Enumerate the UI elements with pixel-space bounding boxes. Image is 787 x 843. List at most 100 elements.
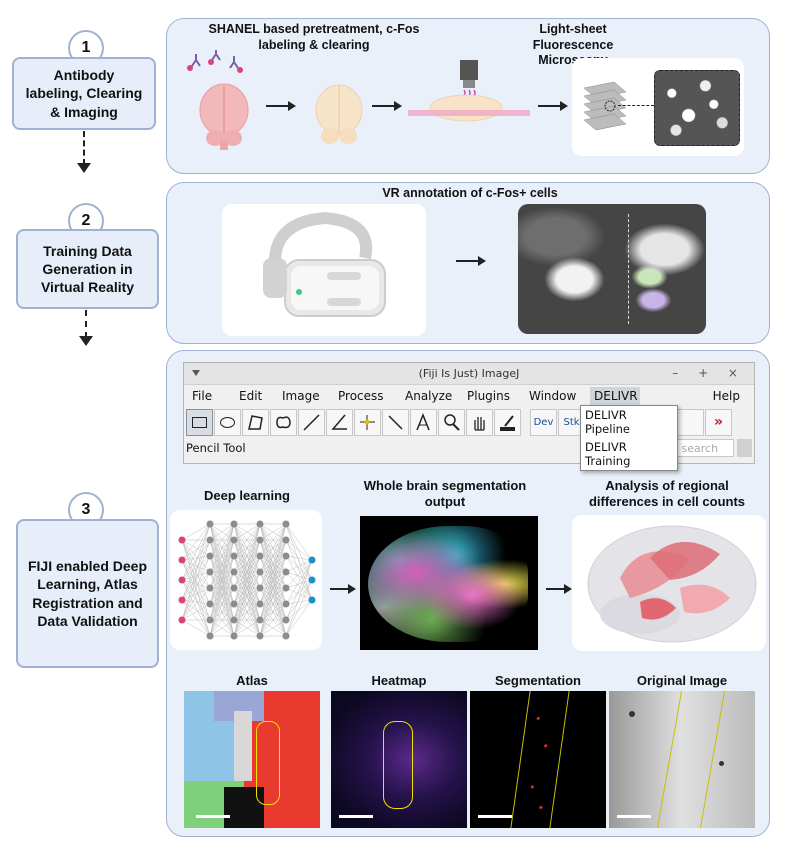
nn-edge bbox=[233, 571, 261, 637]
nn-edge bbox=[209, 523, 235, 573]
connector-1-2 bbox=[83, 131, 85, 165]
neural-network-card bbox=[170, 510, 322, 650]
rectangle-tool-icon[interactable] bbox=[186, 408, 213, 436]
connector-2-3 bbox=[85, 310, 87, 338]
angle-tool-icon[interactable] bbox=[326, 408, 353, 436]
nn-node bbox=[206, 600, 214, 608]
nn-edge bbox=[181, 559, 211, 605]
menu-file[interactable]: File bbox=[192, 389, 213, 403]
nn-edge bbox=[233, 555, 261, 637]
nn-edge bbox=[233, 523, 261, 573]
deep-learning-heading: Deep learning bbox=[204, 488, 290, 503]
menu-delivr[interactable]: DELIVR bbox=[590, 387, 640, 405]
nn-edge bbox=[259, 523, 287, 621]
nn-node bbox=[206, 552, 214, 560]
search-button[interactable] bbox=[737, 439, 752, 457]
nn-edge bbox=[285, 559, 313, 621]
step-2-box: Training Data Generation in Virtual Real… bbox=[16, 229, 159, 309]
line-tool-icon[interactable] bbox=[298, 408, 325, 436]
nn-node bbox=[256, 568, 264, 576]
freehand-tool-icon[interactable] bbox=[270, 408, 297, 436]
menu-window[interactable]: Window bbox=[529, 389, 577, 403]
wand-tool-icon[interactable] bbox=[382, 408, 409, 436]
blank-tool-slot[interactable] bbox=[677, 408, 704, 436]
nn-edge bbox=[209, 555, 235, 637]
nn-node bbox=[282, 520, 290, 528]
nn-edge bbox=[285, 559, 313, 637]
status-text: Pencil Tool bbox=[186, 441, 246, 455]
nn-edge bbox=[181, 599, 211, 605]
dropper-tool-icon[interactable] bbox=[494, 408, 521, 436]
nn-edge bbox=[181, 579, 211, 637]
nn-edge bbox=[209, 523, 235, 557]
nn-edge bbox=[181, 559, 211, 637]
segmentation-label: Segmentation bbox=[495, 673, 581, 688]
nn-edge bbox=[209, 523, 235, 541]
arrow-right-icon bbox=[456, 256, 486, 266]
nn-node bbox=[256, 632, 264, 640]
nn-node bbox=[282, 632, 290, 640]
magnifier-tool-icon[interactable] bbox=[438, 408, 465, 436]
nn-edge bbox=[259, 603, 287, 637]
nn-node bbox=[308, 576, 316, 584]
nn-node bbox=[178, 616, 186, 624]
panel1-heading-left: SHANEL based pretreatment, c-Fos labelin… bbox=[208, 22, 420, 52]
nn-node bbox=[206, 616, 214, 624]
nn-edge bbox=[259, 523, 287, 573]
nn-edge bbox=[259, 555, 287, 637]
antibody-icons bbox=[187, 50, 243, 73]
nn-edge bbox=[181, 539, 211, 601]
menu-edit[interactable]: Edit bbox=[239, 389, 263, 403]
delivr-pipeline-item[interactable]: DELIVR Pipeline bbox=[585, 408, 631, 436]
nn-edge bbox=[285, 523, 313, 601]
delivr-training-item[interactable]: DELIVR Training bbox=[585, 440, 631, 468]
menu-analyze[interactable]: Analyze bbox=[405, 389, 453, 403]
menu-help[interactable]: Help bbox=[712, 389, 740, 403]
imagej-title: (Fiji Is Just) ImageJ bbox=[418, 367, 520, 380]
nn-edge bbox=[181, 579, 211, 605]
nn-node bbox=[230, 568, 238, 576]
window-menu-icon[interactable] bbox=[192, 370, 200, 376]
nn-edge bbox=[233, 587, 261, 637]
menu-process[interactable]: Process bbox=[338, 389, 384, 403]
nn-edge bbox=[181, 587, 211, 621]
nn-node bbox=[178, 576, 186, 584]
nn-node bbox=[178, 596, 186, 604]
nn-edge bbox=[233, 523, 261, 557]
arrow-right-icon bbox=[266, 101, 296, 111]
nn-edge bbox=[259, 619, 287, 637]
nn-edge bbox=[181, 587, 211, 601]
step-2-label: Training Data Generation in Virtual Real… bbox=[40, 242, 135, 296]
point-tool-icon[interactable] bbox=[354, 408, 381, 436]
dev-label: Dev bbox=[533, 416, 554, 428]
nn-edge bbox=[285, 555, 313, 601]
heatmap-label: Heatmap bbox=[371, 673, 427, 688]
nn-node bbox=[282, 584, 290, 592]
text-tool-icon[interactable] bbox=[410, 408, 437, 436]
nn-node bbox=[206, 520, 214, 528]
atlas-image bbox=[184, 691, 320, 828]
arrow-down-icon bbox=[79, 336, 93, 346]
hand-tool-icon[interactable] bbox=[466, 408, 493, 436]
polygon-tool-icon[interactable] bbox=[242, 408, 269, 436]
nn-node bbox=[256, 616, 264, 624]
delivr-dropdown: DELIVR Pipeline DELIVR Training bbox=[580, 405, 678, 471]
window-controls[interactable]: – + × bbox=[672, 366, 746, 380]
nn-node bbox=[230, 520, 238, 528]
brain-regions-3d-icon bbox=[587, 525, 757, 643]
nn-node bbox=[308, 596, 316, 604]
nn-edge bbox=[181, 539, 211, 621]
nn-edge bbox=[285, 559, 313, 573]
nn-edge bbox=[285, 579, 313, 621]
nn-node bbox=[282, 552, 290, 560]
nn-edge bbox=[233, 539, 261, 637]
nn-edge bbox=[209, 619, 235, 637]
nn-edge bbox=[285, 523, 313, 561]
nn-edge bbox=[181, 523, 211, 601]
dev-menu-button[interactable]: Dev bbox=[530, 408, 557, 436]
menu-image[interactable]: Image bbox=[282, 389, 320, 403]
menu-plugins[interactable]: Plugins bbox=[467, 389, 510, 403]
oval-tool-icon[interactable] bbox=[214, 408, 241, 436]
nn-edge bbox=[233, 523, 261, 637]
more-tools-icon[interactable]: » bbox=[705, 408, 732, 436]
